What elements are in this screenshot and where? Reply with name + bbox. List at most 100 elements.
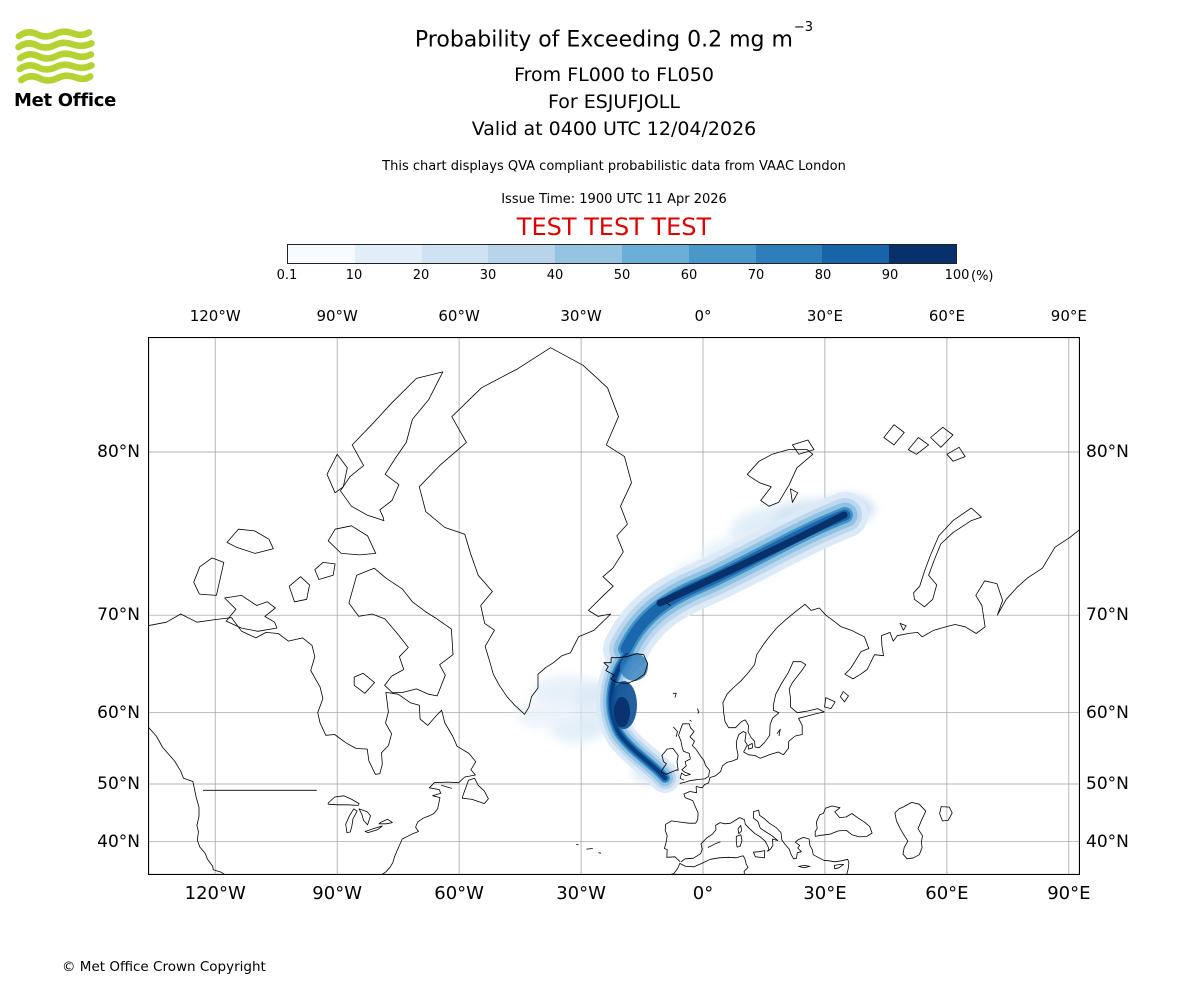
coastline [753, 850, 766, 859]
lat-label-right: 50°N [1086, 774, 1129, 794]
coastline [840, 691, 849, 703]
chart-description: This chart displays QVA compliant probab… [382, 159, 846, 174]
coastline [353, 672, 375, 694]
coastline [735, 834, 743, 848]
lon-label-bottom: 60°E [925, 883, 969, 904]
coastline [148, 613, 477, 875]
lon-label-bottom: 120°W [184, 883, 246, 904]
coastline [667, 855, 749, 875]
coastline [418, 347, 632, 715]
coastline [148, 726, 227, 875]
lon-label-bottom: 60°W [434, 883, 484, 904]
coastline [894, 802, 927, 860]
lat-label-left: 50°N [97, 774, 140, 794]
colorbar-tick-label: 70 [747, 268, 765, 283]
colorbar: 0.1 10 20 30 40 50 60 70 80 90 100 (%) [277, 244, 994, 284]
colorbar-tick-label: 30 [479, 268, 497, 283]
coastline [946, 446, 966, 462]
colorbar-tick-label: 10 [345, 268, 363, 283]
colorbar-segment [822, 245, 890, 263]
colorbar-tick-label: 90 [881, 268, 899, 283]
coastline [790, 488, 799, 503]
met-office-waves-icon [15, 28, 95, 84]
coastline [326, 453, 348, 494]
subtitle-volcano: For ESJUFJOLL [548, 91, 680, 113]
coastline [798, 865, 811, 869]
lat-label-right: 80°N [1086, 441, 1129, 462]
coastline [776, 728, 781, 737]
colorbar-unit: (%) [971, 269, 994, 284]
page-title-text: Probability of Exceeding 0.2 mg m [414, 27, 793, 53]
test-banner: TEST TEST TEST [516, 213, 712, 241]
coastline [660, 748, 679, 775]
colorbar-ticks: 0.1 10 20 30 40 50 60 70 80 90 100 [277, 268, 970, 284]
coastline [314, 562, 336, 580]
coastline [824, 697, 836, 709]
coastline [792, 439, 815, 455]
coastline [689, 719, 692, 722]
colorbar-segment [555, 245, 622, 263]
ash-plume-core [614, 697, 630, 727]
coastline [603, 653, 649, 684]
copyright: © Met Office Crown Copyright [62, 959, 266, 975]
coastline [883, 424, 905, 446]
colorbar-segment [421, 245, 489, 263]
lat-label-right: 40°N [1086, 831, 1129, 852]
lat-label-left: 40°N [97, 831, 140, 852]
colorbar-tick-label: 60 [680, 268, 698, 283]
ash-plume-band [656, 511, 848, 607]
coastline [364, 825, 383, 833]
page-title: Probability of Exceeding 0.2 mg m−3 [414, 20, 813, 53]
subtitle-flight-levels: From FL000 to FL050 [514, 64, 714, 86]
coastline [576, 844, 579, 846]
coastline [345, 808, 358, 833]
colorbar-tick-label: 50 [613, 268, 631, 283]
coastline [193, 557, 225, 596]
lon-label-bottom: 30°W [556, 883, 606, 904]
colorbar-tick-label: 0.1 [276, 268, 298, 283]
colorbar-segment [688, 245, 756, 263]
issue-time: Issue Time: 1900 UTC 11 Apr 2026 [501, 192, 727, 207]
colorbar-scale [287, 244, 957, 264]
colorbar-segment [889, 245, 956, 263]
coastline [678, 723, 710, 784]
lon-label-bottom: 30°E [803, 883, 847, 904]
lat-label-right: 70°N [1086, 605, 1129, 626]
coastline [833, 864, 844, 870]
colorbar-tick-label: 80 [814, 268, 832, 283]
colorbar-tick-label: 100 [944, 268, 970, 283]
lat-label-left: 80°N [97, 441, 140, 462]
colorbar-segment [354, 245, 422, 263]
coastline [288, 576, 310, 603]
coastline [224, 595, 278, 632]
lon-label-top: 90°W [316, 307, 358, 325]
lon-label-bottom: 90°W [312, 883, 363, 904]
coastline [327, 525, 377, 556]
lat-label-right: 60°N [1086, 702, 1129, 723]
coastline [378, 818, 393, 825]
colorbar-segment [288, 245, 355, 263]
lon-label-top: 90°E [1050, 307, 1087, 325]
coastline [586, 848, 593, 850]
coastline [673, 726, 678, 737]
lon-label-top: 60°W [438, 307, 480, 325]
coastline [672, 692, 677, 698]
coastline [327, 795, 360, 806]
lon-label-bottom: 0° [692, 883, 714, 904]
lon-label-top: 60°E [928, 307, 965, 325]
lon-label-top: 30°E [806, 307, 843, 325]
coastline [340, 371, 444, 521]
coastline [747, 743, 753, 750]
coastline [939, 806, 953, 822]
lat-label-left: 60°N [97, 702, 140, 723]
coastline [737, 825, 742, 835]
colorbar-tick-label: 20 [412, 268, 430, 283]
ash-plume-core [620, 653, 648, 681]
lon-label-top: 120°W [189, 307, 241, 325]
coastline [348, 567, 454, 697]
coastline [814, 805, 873, 838]
map-frame [148, 337, 1080, 875]
coastline [907, 437, 929, 455]
coastline [664, 528, 1080, 863]
coastline [226, 528, 274, 554]
